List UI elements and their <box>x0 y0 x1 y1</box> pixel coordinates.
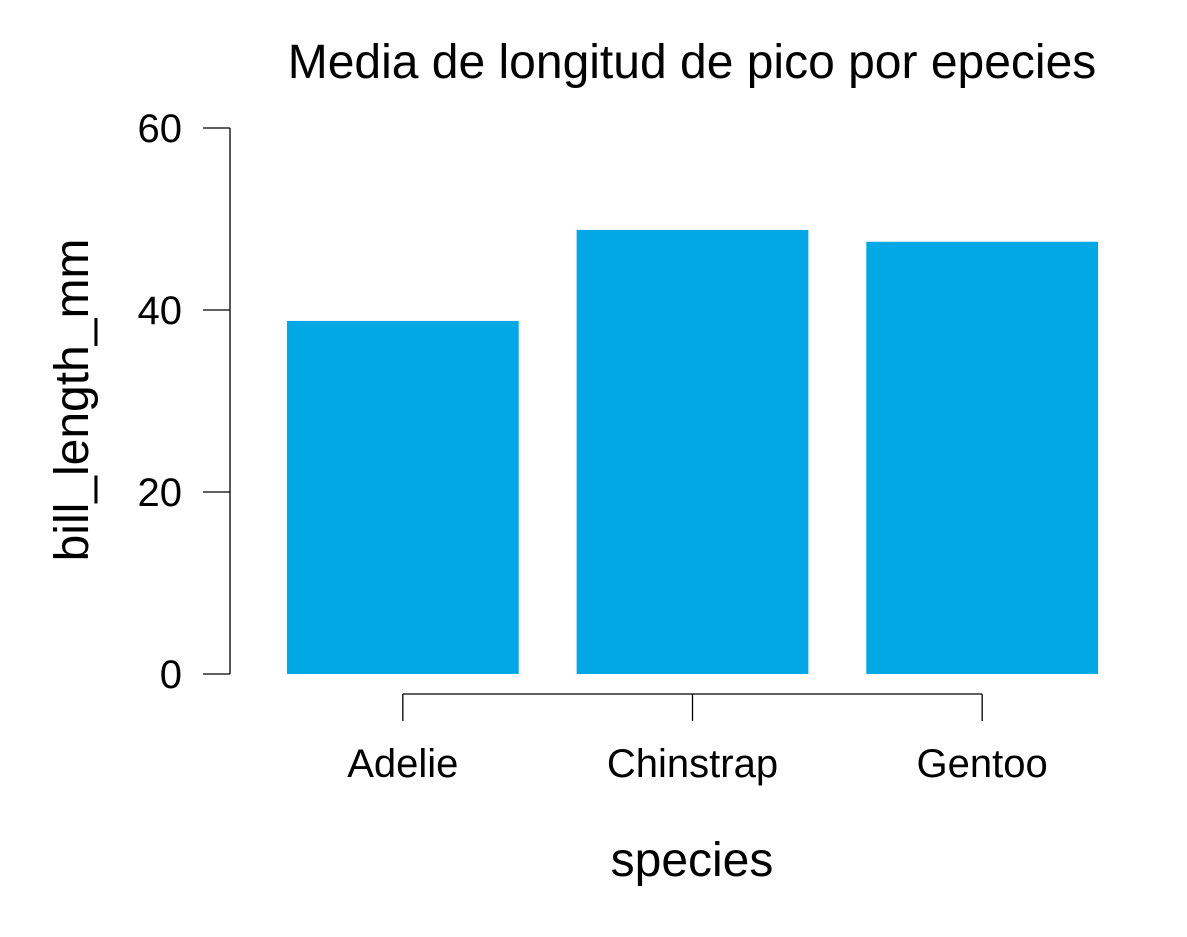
bar-adelie <box>286 320 519 674</box>
chart-title: Media de longitud de pico por epecies <box>288 36 1097 89</box>
bar-chinstrap <box>576 229 809 675</box>
y-tick-label: 40 <box>138 289 183 333</box>
y-axis-label: bill_length_mm <box>46 239 99 562</box>
x-tick-label: Adelie <box>347 742 458 786</box>
y-axis: 0 20 40 60 <box>138 107 231 697</box>
x-tick-label: Gentoo <box>917 742 1048 786</box>
bars-group <box>286 229 1099 675</box>
y-tick-label: 60 <box>138 107 183 151</box>
y-tick-label: 20 <box>138 471 183 515</box>
bar-gentoo <box>866 241 1099 674</box>
x-axis-label: species <box>611 834 774 887</box>
x-tick-label: Chinstrap <box>607 742 778 786</box>
y-tick-label: 0 <box>160 653 182 697</box>
x-axis: Adelie Chinstrap Gentoo <box>347 693 1048 786</box>
